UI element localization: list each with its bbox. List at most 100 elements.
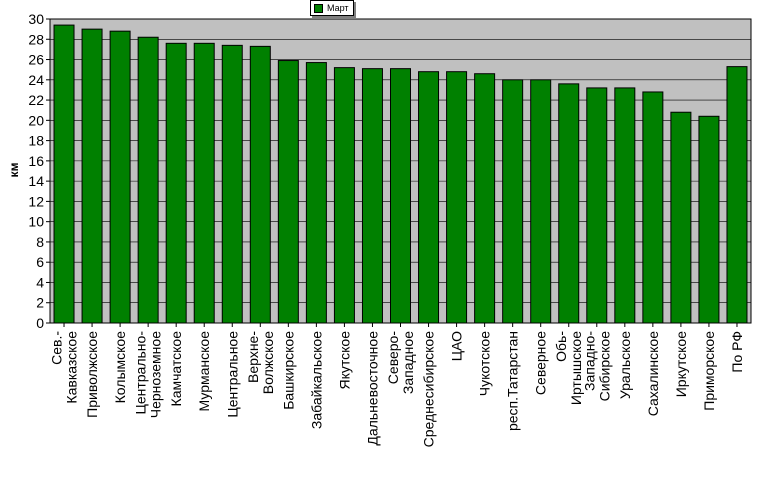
bar xyxy=(502,79,524,324)
x-tick-label-line: Верхне- xyxy=(245,331,261,383)
x-tick-label-line: Чукотское xyxy=(477,331,493,396)
legend: Март xyxy=(310,0,354,16)
bar xyxy=(726,66,748,324)
y-tick-label: 18 xyxy=(28,133,44,149)
x-tick-label-line: Башкирское xyxy=(280,331,296,410)
bar xyxy=(165,42,187,324)
x-tick-label: Мурманское xyxy=(196,331,212,412)
bar xyxy=(642,91,664,324)
x-tick-label-line: Центрально- xyxy=(133,331,149,415)
x-tick-label: Сев.-Кавказское xyxy=(49,331,80,404)
x-tick-label-line: Уральское xyxy=(617,331,633,399)
x-tick-label-line: Обь- xyxy=(553,331,569,362)
x-tick-label-line: Сахалинское xyxy=(645,331,661,416)
x-tick-label: ЦАО xyxy=(449,331,465,361)
bar xyxy=(333,67,355,324)
x-tick-label-line: Северное xyxy=(533,331,549,395)
y-tick-label: 22 xyxy=(28,92,44,108)
x-tick-label-line: Западно- xyxy=(581,331,597,391)
x-tick-label: Забайкальское xyxy=(308,331,324,429)
bar xyxy=(390,68,411,324)
y-tick-label: 4 xyxy=(36,274,44,290)
bar xyxy=(109,30,131,324)
x-tick-label: Приволжское xyxy=(84,331,100,418)
bar xyxy=(361,68,383,324)
x-tick-label: Уральское xyxy=(617,331,633,399)
x-tick-label: Якутское xyxy=(336,331,352,390)
x-tick-label: Северо-Западное xyxy=(385,331,416,394)
bar xyxy=(586,87,608,324)
bar xyxy=(137,36,159,324)
y-tick-label: 12 xyxy=(28,193,44,209)
bar xyxy=(698,115,720,324)
x-tick-label: Западно-Сибирское xyxy=(581,331,612,402)
bar xyxy=(277,60,299,324)
bar xyxy=(670,111,692,324)
x-tick-label-line: Приморское xyxy=(701,331,717,411)
x-tick-label-line: Забайкальское xyxy=(308,331,324,429)
x-tick-label: Чукотское xyxy=(477,331,493,396)
x-tick-label: Центрально-Черноземное xyxy=(133,331,164,419)
bar xyxy=(558,83,580,324)
x-tick-label: Центральное xyxy=(224,331,240,418)
x-tick-label-line: Волжское xyxy=(260,331,276,394)
y-tick-label: 14 xyxy=(28,173,44,189)
x-tick-label: Башкирское xyxy=(280,331,296,410)
x-tick-label-line: ЦАО xyxy=(449,331,465,361)
bar xyxy=(446,71,468,324)
bar xyxy=(249,45,271,324)
x-tick-label-line: Якутское xyxy=(336,331,352,390)
y-tick-label: 8 xyxy=(36,234,44,250)
y-tick-label: 28 xyxy=(28,31,44,47)
legend-swatch xyxy=(314,3,323,13)
bar xyxy=(53,24,75,324)
bar xyxy=(81,28,103,324)
x-tick-label-line: Приволжское xyxy=(84,331,100,418)
y-tick-label: 6 xyxy=(36,254,44,270)
legend-label: Март xyxy=(327,3,349,13)
y-tick-label: 24 xyxy=(28,72,44,88)
x-tick-label: Иркутское xyxy=(673,331,689,397)
bar xyxy=(614,87,636,324)
x-tick-label-line: Среднесибирское xyxy=(421,331,437,448)
x-tick-label-line: Камчатское xyxy=(168,331,184,407)
x-tick-label: Дальневосточное xyxy=(364,331,380,446)
y-tick-label: 0 xyxy=(36,315,44,331)
x-tick-label: Приморское xyxy=(701,331,717,411)
y-tick-label: 2 xyxy=(36,295,44,311)
y-tick-label: 26 xyxy=(28,52,44,68)
y-tick-label: 10 xyxy=(28,214,44,230)
bar xyxy=(221,44,243,324)
x-tick-label-line: Мурманское xyxy=(196,331,212,412)
x-tick-label: Северное xyxy=(533,331,549,395)
bar xyxy=(193,42,215,324)
y-tick-label: 30 xyxy=(28,11,44,27)
x-tick-label-line: Иртышское xyxy=(568,331,584,405)
x-tick-label-line: Дальневосточное xyxy=(364,331,380,446)
bar xyxy=(305,62,327,324)
x-tick-label: Обь-Иртышское xyxy=(553,331,584,405)
x-tick-label: Верхне-Волжское xyxy=(245,331,276,395)
x-tick-label-line: Сев.- xyxy=(49,331,65,365)
x-tick-label-line: Сибирское xyxy=(596,331,612,402)
plot-area: 024681012141618202224262830Сев.-Кавказск… xyxy=(28,11,752,448)
x-tick-label: По РФ xyxy=(729,331,745,373)
bar xyxy=(530,79,552,324)
x-tick-label: Среднесибирское xyxy=(421,331,437,448)
x-tick-label: Колымское xyxy=(112,331,128,404)
x-tick-label-line: респ.Татарстан xyxy=(505,331,521,431)
x-tick-label-line: Черноземное xyxy=(148,331,164,418)
x-tick-label-line: По РФ xyxy=(729,331,745,373)
bar xyxy=(418,71,440,324)
y-axis-label: км xyxy=(7,162,21,177)
x-tick-label-line: Колымское xyxy=(112,331,128,404)
x-tick-label: Сахалинское xyxy=(645,331,661,416)
x-tick-label-line: Кавказское xyxy=(64,331,80,404)
bar xyxy=(474,73,496,324)
x-tick-label: Камчатское xyxy=(168,331,184,407)
x-tick-label-line: Северо- xyxy=(385,331,401,385)
y-tick-label: 16 xyxy=(28,153,44,169)
x-tick-label-line: Иркутское xyxy=(673,331,689,397)
y-tick-label: 20 xyxy=(28,112,44,128)
